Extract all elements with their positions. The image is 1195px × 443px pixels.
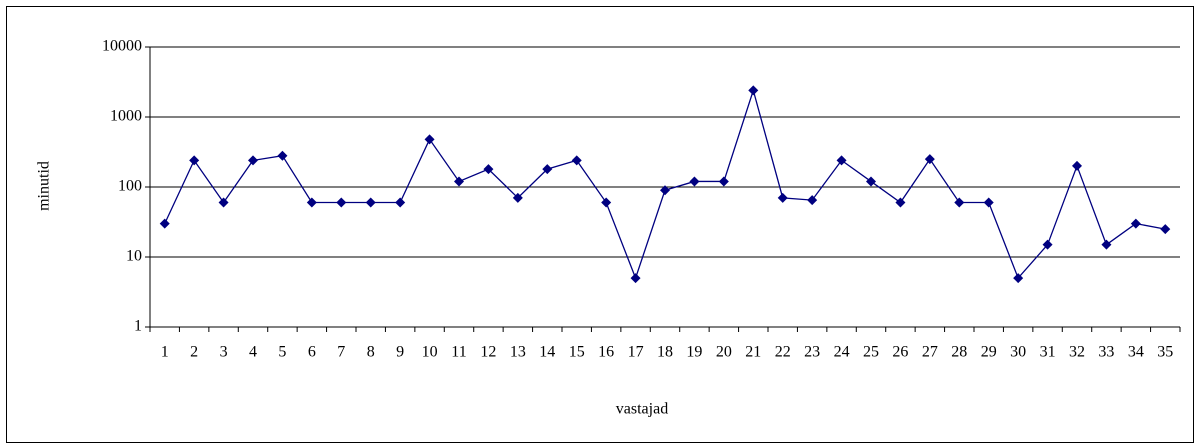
y-tick-label: 1 xyxy=(134,318,142,335)
chart-border xyxy=(6,6,1194,443)
data-point xyxy=(601,197,612,208)
x-tick-label: 4 xyxy=(249,344,257,361)
x-tick-label: 32 xyxy=(1069,344,1085,361)
x-tick-label: 15 xyxy=(569,344,585,361)
data-point xyxy=(248,155,258,166)
x-tick-label: 31 xyxy=(1040,344,1056,361)
x-tick-label: 12 xyxy=(480,344,496,361)
x-tick-label: 19 xyxy=(686,344,702,361)
x-tick-label: 2 xyxy=(190,344,198,361)
data-point xyxy=(866,176,876,187)
y-tick-label: 100 xyxy=(118,178,142,195)
data-point xyxy=(1013,273,1024,284)
data-point xyxy=(542,164,553,175)
data-point xyxy=(748,85,759,96)
data-point xyxy=(1130,218,1141,229)
data-point xyxy=(424,134,435,145)
data-point xyxy=(1042,239,1053,250)
y-axis-label: minutid xyxy=(36,161,53,211)
x-tick-label: 17 xyxy=(628,344,644,361)
data-point xyxy=(1101,239,1112,250)
data-point xyxy=(718,176,729,187)
x-tick-label: 26 xyxy=(892,344,908,361)
x-tick-label: 14 xyxy=(539,344,555,361)
x-tick-label: 6 xyxy=(308,344,316,361)
data-point xyxy=(630,273,641,284)
x-tick-label: 10 xyxy=(422,344,438,361)
x-tick-label: 11 xyxy=(451,344,466,361)
x-tick-label: 18 xyxy=(657,344,673,361)
x-tick-label: 9 xyxy=(396,344,404,361)
x-tick-label: 23 xyxy=(804,344,820,361)
x-tick-label: 29 xyxy=(981,344,997,361)
x-tick-label: 35 xyxy=(1157,344,1173,361)
data-point xyxy=(954,197,965,208)
x-tick-label: 13 xyxy=(510,344,526,361)
x-tick-label: 1 xyxy=(161,344,169,361)
data-point xyxy=(395,197,406,208)
data-point xyxy=(189,155,200,166)
y-tick-label: 1000 xyxy=(110,108,142,125)
x-tick-label: 5 xyxy=(278,344,286,361)
x-tick-label: 21 xyxy=(745,344,761,361)
data-point xyxy=(306,197,317,208)
data-point xyxy=(159,218,170,229)
x-tick-label: 25 xyxy=(863,344,879,361)
x-tick-label: 27 xyxy=(922,344,938,361)
x-tick-label: 20 xyxy=(716,344,732,361)
data-point xyxy=(1072,160,1082,171)
data-point xyxy=(218,197,229,208)
data-point xyxy=(454,176,464,187)
x-tick-label: 30 xyxy=(1010,344,1026,361)
x-tick-label: 3 xyxy=(220,344,228,361)
data-point xyxy=(895,197,906,208)
data-point xyxy=(571,155,582,166)
y-tick-label: 10 xyxy=(126,248,142,265)
data-point xyxy=(336,197,347,208)
data-point xyxy=(689,176,700,187)
x-axis-label: vastajad xyxy=(616,401,668,418)
data-point xyxy=(983,197,994,208)
x-tick-label: 7 xyxy=(337,344,345,361)
data-point xyxy=(924,154,935,165)
data-point xyxy=(512,192,523,203)
x-tick-label: 16 xyxy=(598,344,614,361)
data-point xyxy=(1160,224,1171,235)
x-tick-label: 24 xyxy=(834,344,850,361)
data-point xyxy=(836,155,847,166)
data-point xyxy=(483,164,494,175)
y-tick-label: 10000 xyxy=(102,38,142,55)
x-tick-label: 34 xyxy=(1128,344,1144,361)
data-point xyxy=(277,150,288,161)
data-point xyxy=(365,197,376,208)
data-point xyxy=(660,185,670,196)
data-point xyxy=(777,192,788,203)
x-tick-label: 8 xyxy=(367,344,375,361)
x-tick-label: 28 xyxy=(951,344,967,361)
data-point xyxy=(807,195,818,206)
x-tick-label: 33 xyxy=(1098,344,1114,361)
x-tick-label: 22 xyxy=(775,344,791,361)
